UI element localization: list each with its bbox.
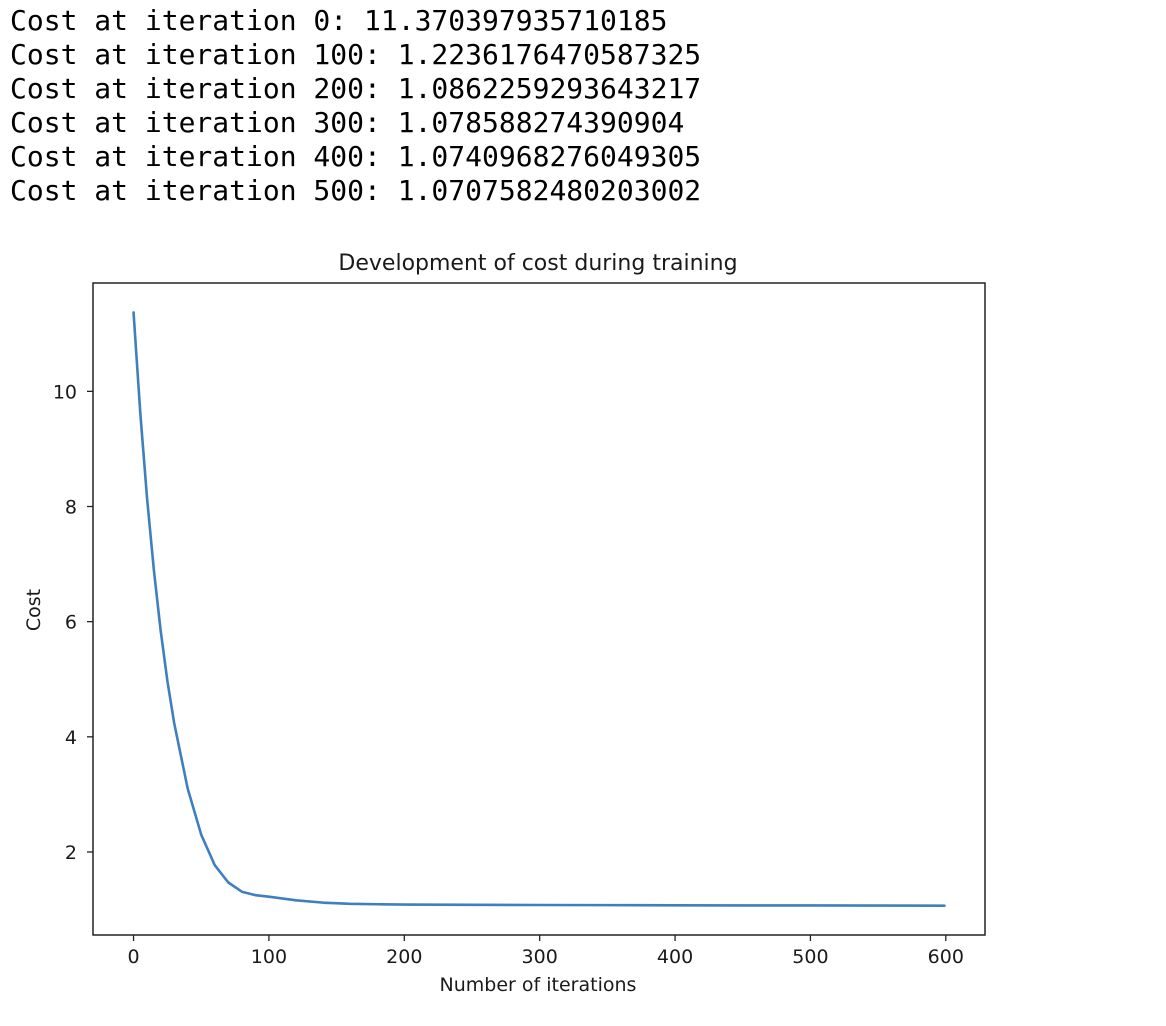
x-tick-label: 100 (251, 946, 287, 968)
x-tick-label: 200 (386, 946, 422, 968)
y-tick-label: 4 (65, 727, 77, 749)
axis-ticks: 0 100 200 300 400 500 600 2 4 6 8 10 (53, 381, 964, 968)
x-tick-label: 400 (657, 946, 693, 968)
y-tick-label: 2 (65, 842, 77, 864)
plot-frame (92, 282, 986, 936)
log-line: Cost at iteration 300: 1.078588274390904 (10, 106, 685, 139)
x-axis-label: Number of iterations (440, 974, 637, 996)
cost-line (132, 311, 946, 907)
x-tick-label: 500 (792, 946, 828, 968)
y-tick-label: 10 (53, 381, 77, 403)
log-line: Cost at iteration 0: 11.370397935710185 (10, 4, 668, 37)
log-line: Cost at iteration 500: 1.070758248020300… (10, 174, 702, 207)
log-line: Cost at iteration 100: 1.223617647058732… (10, 38, 702, 71)
log-line: Cost at iteration 400: 1.074096827604930… (10, 140, 702, 173)
log-line: Cost at iteration 200: 1.086225929364321… (10, 72, 702, 105)
y-tick-label: 6 (65, 612, 77, 634)
y-tick-label: 8 (65, 497, 77, 519)
training-log-output: Cost at iteration 0: 11.370397935710185 C… (10, 4, 701, 208)
x-tick-label: 0 (127, 946, 139, 968)
chart-title: Development of cost during training (338, 251, 737, 276)
cost-chart: Development of cost during training Cost… (23, 251, 986, 996)
y-axis-label: Cost (23, 589, 45, 631)
x-tick-label: 600 (928, 946, 964, 968)
x-tick-label: 300 (522, 946, 558, 968)
